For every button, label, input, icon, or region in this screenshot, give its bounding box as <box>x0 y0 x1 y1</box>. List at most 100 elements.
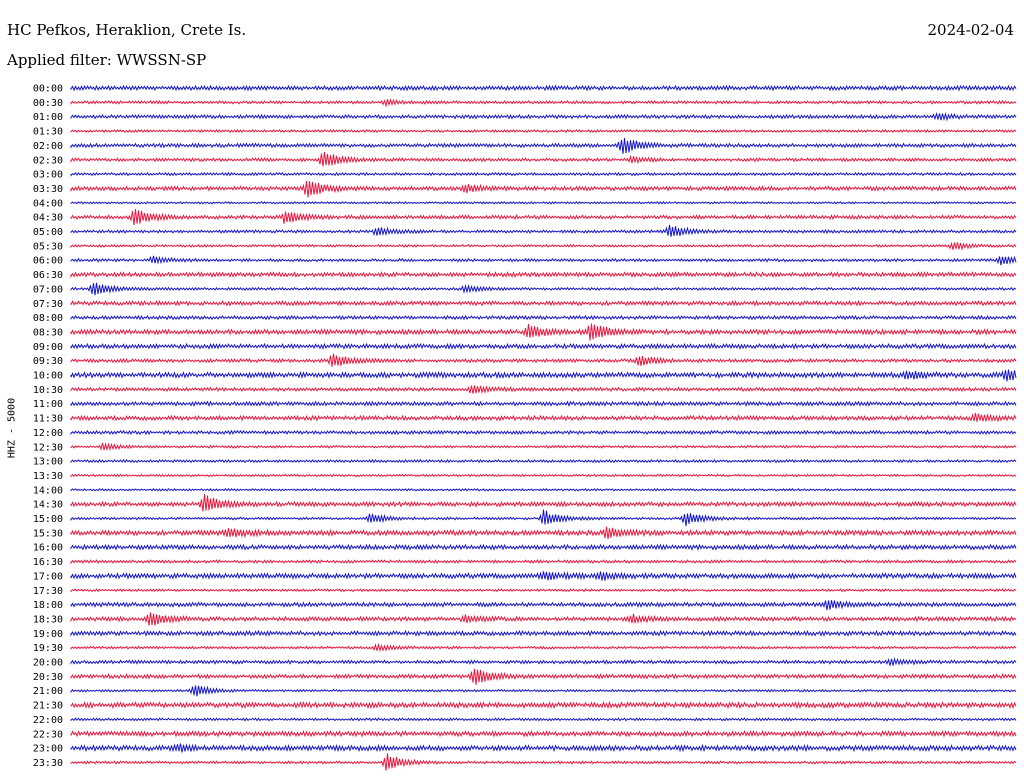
row-label-1330: 13:30 <box>33 471 63 482</box>
trace-0600 <box>70 255 1017 266</box>
trace-0430 <box>70 208 1017 226</box>
row-label-0930: 09:30 <box>33 356 63 367</box>
row-label-0830: 08:30 <box>33 327 63 338</box>
trace-1400 <box>70 487 1017 492</box>
trace-1600 <box>70 543 1017 551</box>
row-label-2300: 23:00 <box>33 744 63 755</box>
trace-0930 <box>70 353 1017 367</box>
trace-0700 <box>70 282 1017 296</box>
row-label-1230: 12:30 <box>33 442 63 453</box>
trace-2300 <box>70 743 1017 753</box>
trace-1300 <box>70 458 1017 464</box>
channel-axis-label: HHZ - 5000 <box>6 397 18 459</box>
trace-1630 <box>70 559 1017 565</box>
row-label-2030: 20:30 <box>33 672 63 683</box>
trace-0000 <box>70 84 1017 92</box>
trace-0130 <box>70 128 1017 134</box>
row-label-0030: 00:30 <box>33 98 63 109</box>
trace-0400 <box>70 200 1017 205</box>
row-label-0200: 02:00 <box>33 141 63 152</box>
trace-0530 <box>70 241 1017 251</box>
row-label-1530: 15:30 <box>33 528 63 539</box>
trace-1700 <box>70 571 1017 581</box>
trace-0200 <box>70 138 1017 154</box>
row-label-1830: 18:30 <box>33 614 63 625</box>
trace-1500 <box>70 509 1017 527</box>
trace-1100 <box>70 400 1017 407</box>
row-label-0630: 06:30 <box>33 270 63 281</box>
trace-0730 <box>70 299 1017 307</box>
row-label-0130: 01:30 <box>33 127 63 138</box>
trace-1530 <box>70 526 1017 540</box>
trace-0900 <box>70 342 1017 350</box>
trace-1730 <box>70 588 1017 593</box>
row-label-0400: 04:00 <box>33 198 63 209</box>
trace-2200 <box>70 717 1017 722</box>
row-label-0730: 07:30 <box>33 299 63 310</box>
trace-1830 <box>70 612 1017 626</box>
trace-0330 <box>70 180 1017 198</box>
row-label-0330: 03:30 <box>33 184 63 195</box>
row-label-1400: 14:00 <box>33 485 63 496</box>
trace-2130 <box>70 700 1017 710</box>
row-label-1600: 16:00 <box>33 543 63 554</box>
row-label-1900: 19:00 <box>33 629 63 640</box>
row-label-2000: 20:00 <box>33 658 63 669</box>
row-label-0800: 08:00 <box>33 313 63 324</box>
trace-1430 <box>70 494 1017 512</box>
trace-0230 <box>70 152 1017 167</box>
row-label-0600: 06:00 <box>33 256 63 267</box>
trace-1200 <box>70 429 1017 436</box>
row-label-1030: 10:30 <box>33 385 63 396</box>
row-label-1500: 15:00 <box>33 514 63 525</box>
row-label-1430: 14:30 <box>33 500 63 511</box>
trace-0100 <box>70 111 1017 122</box>
date-label: 2024-02-04 <box>927 21 1014 39</box>
row-label-2230: 22:30 <box>33 729 63 740</box>
row-label-0500: 05:00 <box>33 227 63 238</box>
trace-0630 <box>70 270 1017 279</box>
trace-2230 <box>70 729 1017 738</box>
trace-1800 <box>70 600 1017 611</box>
row-label-0300: 03:00 <box>33 170 63 181</box>
trace-2030 <box>70 668 1017 685</box>
row-label-1800: 18:00 <box>33 600 63 611</box>
trace-0500 <box>70 224 1017 237</box>
row-label-1200: 12:00 <box>33 428 63 439</box>
row-label-0100: 01:00 <box>33 112 63 123</box>
row-label-1630: 16:30 <box>33 557 63 568</box>
row-label-1300: 13:00 <box>33 457 63 468</box>
row-label-2200: 22:00 <box>33 715 63 726</box>
trace-0830 <box>70 323 1017 341</box>
trace-1130 <box>70 412 1017 423</box>
row-label-0700: 07:00 <box>33 284 63 295</box>
row-label-0230: 02:30 <box>33 155 63 166</box>
row-label-1730: 17:30 <box>33 586 63 597</box>
row-label-1930: 19:30 <box>33 643 63 654</box>
trace-1930 <box>70 642 1017 653</box>
trace-0030 <box>70 98 1017 108</box>
trace-2330 <box>70 753 1017 771</box>
row-label-0430: 04:30 <box>33 213 63 224</box>
trace-2100 <box>70 685 1017 697</box>
trace-1030 <box>70 385 1017 394</box>
row-label-1100: 11:00 <box>33 399 63 410</box>
row-label-2330: 23:30 <box>33 758 63 769</box>
row-label-0900: 09:00 <box>33 342 63 353</box>
row-label-1130: 11:30 <box>33 414 63 425</box>
trace-1900 <box>70 629 1017 637</box>
trace-1330 <box>70 473 1017 478</box>
row-label-0530: 05:30 <box>33 241 63 252</box>
trace-0800 <box>70 314 1017 321</box>
filter-label: Applied filter: WWSSN-SP <box>7 51 207 69</box>
row-label-1700: 17:00 <box>33 571 63 582</box>
trace-2000 <box>70 656 1017 666</box>
row-label-0000: 00:00 <box>33 84 63 95</box>
trace-1230 <box>70 442 1017 452</box>
station-title: HC Pefkos, Heraklion, Crete Is. <box>7 21 247 39</box>
row-label-1000: 10:00 <box>33 371 63 382</box>
row-label-2130: 21:30 <box>33 701 63 712</box>
trace-0300 <box>70 171 1017 177</box>
row-label-2100: 21:00 <box>33 686 63 697</box>
